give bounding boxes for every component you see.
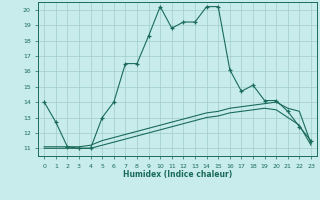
X-axis label: Humidex (Indice chaleur): Humidex (Indice chaleur)	[123, 170, 232, 179]
